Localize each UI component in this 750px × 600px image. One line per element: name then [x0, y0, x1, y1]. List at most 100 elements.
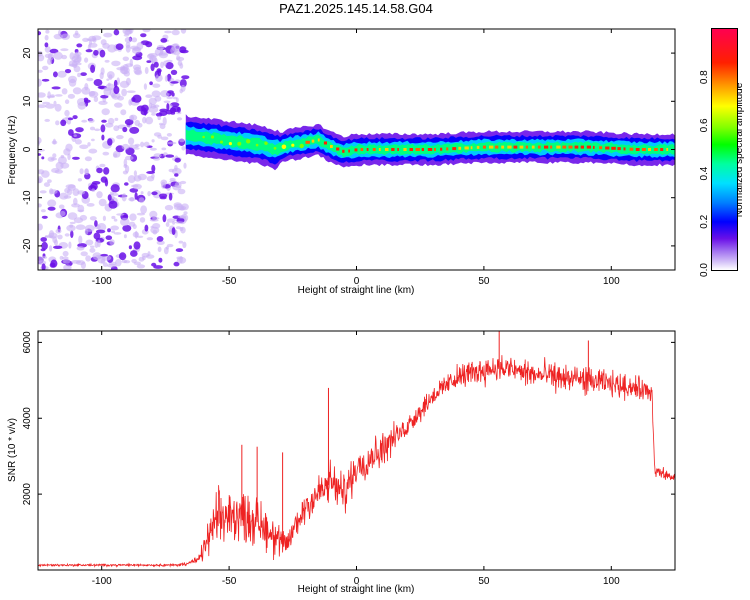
- noise-speckle: [62, 259, 71, 264]
- noise-speckle: [129, 126, 140, 134]
- noise-speckle: [129, 213, 137, 221]
- noise-speckle: [155, 74, 163, 82]
- noise-speckle: [40, 248, 46, 252]
- noise-speckle: [145, 254, 155, 259]
- noise-speckle: [149, 210, 158, 218]
- noise-speckle: [91, 138, 95, 142]
- colorbar-tick-label: 0.6: [699, 118, 710, 132]
- noise-speckle: [44, 118, 50, 122]
- signal-core-mark: [330, 145, 333, 148]
- noise-speckle: [169, 107, 177, 113]
- signal-core-mark: [385, 148, 389, 151]
- noise-speckle: [146, 60, 152, 63]
- noise-speckle: [174, 157, 181, 163]
- spectrogram-y-label: Frequency (Hz): [7, 116, 18, 185]
- noise-speckle: [74, 51, 82, 57]
- noise-speckle: [122, 224, 132, 232]
- noise-speckle: [45, 29, 50, 34]
- noise-speckle: [96, 223, 107, 232]
- noise-speckle: [106, 78, 110, 81]
- noise-speckle: [181, 75, 190, 80]
- noise-speckle: [99, 85, 105, 90]
- noise-speckle: [145, 116, 154, 125]
- colorbar-tick-label: 0.2: [699, 214, 710, 228]
- noise-speckle: [156, 240, 165, 245]
- noise-speckle: [139, 217, 146, 223]
- noise-speckle: [145, 94, 153, 98]
- signal-core-mark: [397, 148, 399, 151]
- noise-speckle: [50, 157, 57, 161]
- noise-speckle: [166, 133, 172, 137]
- noise-speckle: [113, 79, 118, 88]
- spectrogram-y-tick-label: 10: [22, 95, 33, 107]
- noise-speckle: [94, 220, 98, 227]
- noise-speckle: [147, 191, 151, 197]
- noise-speckle: [72, 188, 80, 197]
- noise-speckle: [140, 205, 148, 214]
- noise-speckle: [102, 151, 110, 156]
- signal-core-mark: [556, 145, 561, 149]
- noise-speckle: [116, 135, 124, 140]
- noise-speckle: [147, 53, 155, 59]
- noise-speckle: [59, 192, 69, 200]
- noise-speckle: [103, 167, 110, 175]
- noise-speckle: [177, 188, 186, 195]
- noise-speckle: [164, 204, 174, 211]
- noise-speckle: [151, 173, 155, 179]
- noise-speckle: [179, 180, 187, 185]
- noise-speckle: [85, 255, 91, 262]
- noise-speckle: [42, 101, 51, 105]
- noise-speckle: [75, 127, 84, 133]
- noise-speckle: [84, 57, 89, 63]
- noise-speckle: [93, 232, 101, 240]
- noise-speckle: [149, 147, 157, 151]
- noise-speckle: [58, 204, 65, 209]
- noise-speckle: [107, 138, 113, 146]
- noise-speckle: [84, 228, 89, 235]
- noise-speckle: [165, 154, 175, 158]
- noise-speckle: [164, 30, 172, 34]
- noise-speckle: [48, 232, 58, 239]
- noise-speckle: [54, 103, 62, 112]
- noise-speckle: [136, 264, 146, 269]
- spectrogram-x-tick-label: 50: [478, 276, 490, 287]
- noise-speckle: [91, 188, 95, 192]
- noise-speckle: [53, 33, 63, 40]
- noise-speckle: [169, 177, 176, 181]
- noise-speckle: [177, 215, 187, 219]
- noise-speckle: [151, 191, 158, 196]
- noise-speckle: [165, 62, 174, 70]
- noise-speckle: [137, 173, 147, 181]
- noise-speckle: [44, 235, 49, 238]
- noise-speckle: [152, 229, 158, 235]
- signal-core-mark: [336, 147, 340, 151]
- snr-y-ticks: 2000 4000 6000: [22, 331, 675, 505]
- noise-speckle: [132, 94, 142, 103]
- noise-speckle: [166, 96, 174, 100]
- noise-speckle: [122, 126, 128, 133]
- noise-speckle: [88, 90, 96, 97]
- noise-speckle: [162, 117, 167, 126]
- signal-core-mark: [507, 145, 512, 149]
- noise-speckle: [85, 49, 93, 53]
- noise-speckle: [115, 259, 122, 267]
- noise-speckle: [89, 126, 96, 131]
- noise-speckle: [83, 97, 89, 102]
- noise-speckle: [161, 181, 166, 189]
- noise-speckle: [64, 109, 70, 117]
- noise-speckle: [180, 226, 186, 234]
- noise-speckle: [92, 181, 101, 185]
- noise-speckle: [125, 165, 130, 173]
- noise-speckle: [151, 112, 157, 116]
- signal-core-mark: [273, 146, 277, 150]
- noise-speckle: [130, 154, 138, 162]
- noise-speckle: [151, 139, 155, 143]
- noise-speckle: [179, 63, 184, 69]
- noise-speckle: [47, 199, 57, 208]
- colorbar-tick-label: 0.0: [699, 263, 710, 277]
- signal-core-mark: [599, 146, 603, 150]
- noise-speckle: [47, 52, 55, 61]
- noise-speckle: [104, 59, 110, 63]
